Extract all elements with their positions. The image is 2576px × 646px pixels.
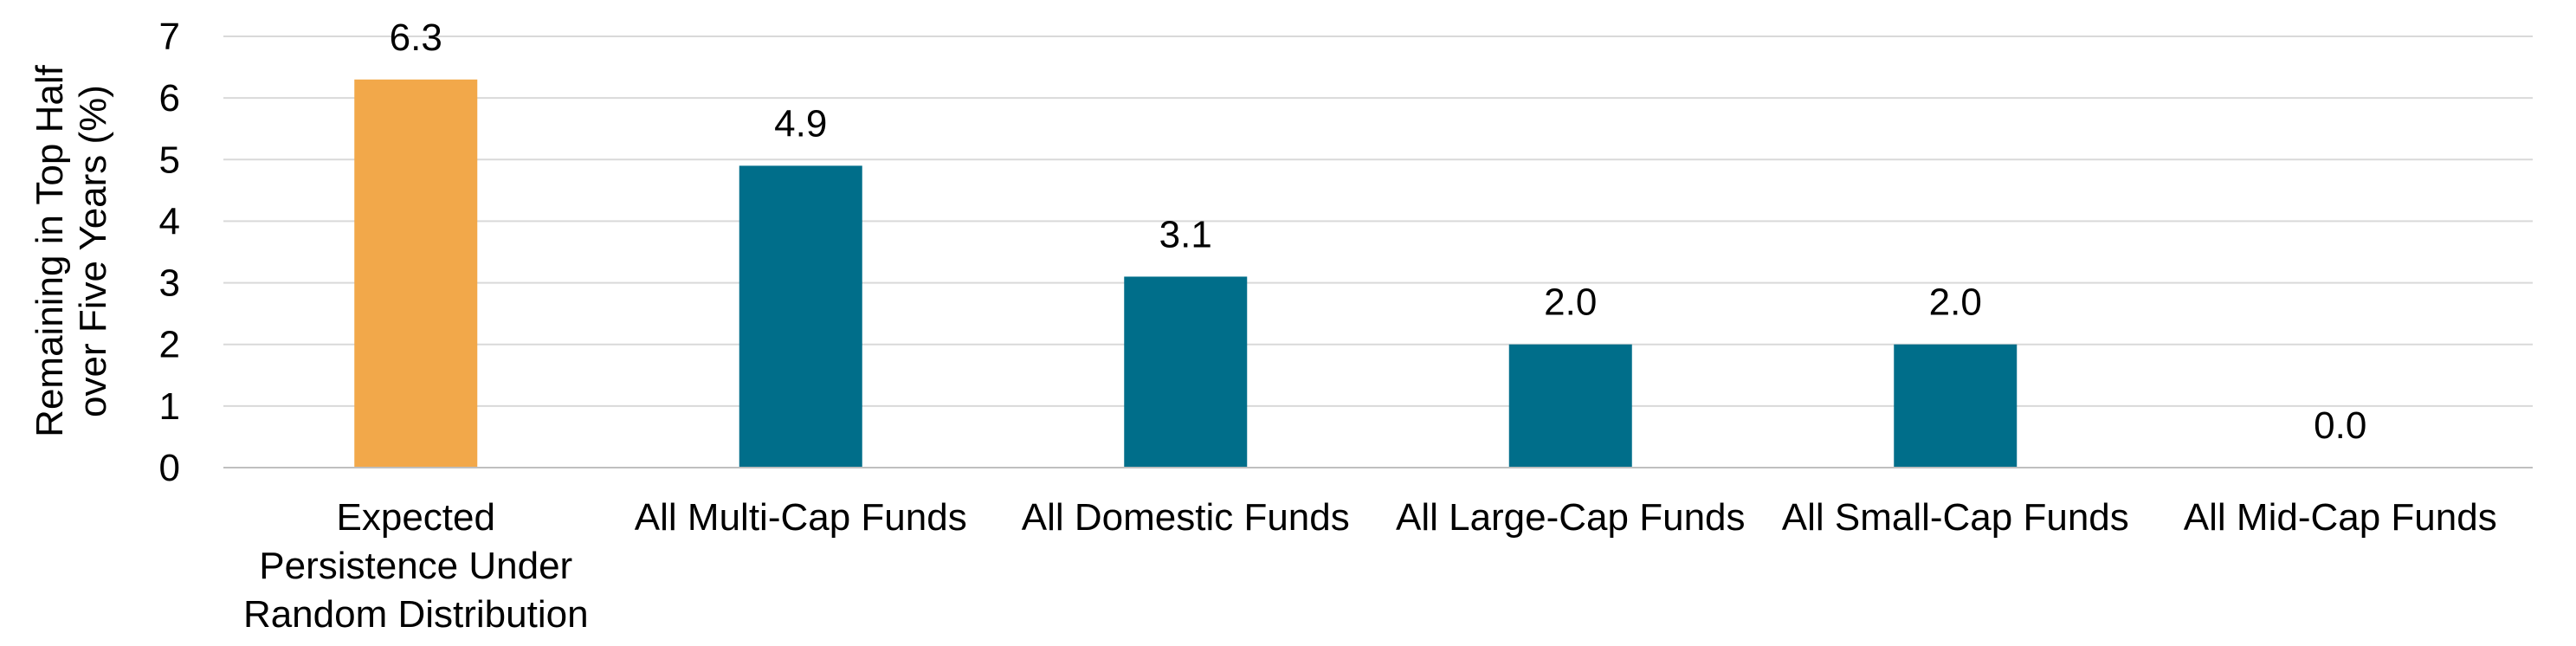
data-label: 2.0 — [1929, 281, 1982, 324]
data-label: 6.3 — [390, 16, 442, 59]
y-tick-label: 3 — [159, 262, 180, 305]
y-axis-ticks: 0 1 2 3 4 5 6 7 — [159, 16, 180, 489]
category-label: All Multi-Cap Funds — [635, 496, 967, 539]
bar — [1894, 344, 2018, 468]
bar — [1508, 344, 1632, 468]
bars — [354, 79, 2018, 468]
y-tick-label: 2 — [159, 324, 180, 366]
bar — [739, 165, 862, 468]
y-tick-label: 4 — [159, 200, 180, 242]
data-label: 0.0 — [2314, 404, 2366, 447]
category-labels: Expected Persistence Under Random Distribu… — [243, 496, 2497, 636]
data-label: 3.1 — [1159, 213, 1212, 255]
y-tick-label: 5 — [159, 139, 180, 181]
data-label: 4.9 — [774, 102, 827, 145]
bar — [1124, 276, 1248, 468]
y-tick-label: 0 — [159, 447, 180, 489]
category-label: All Small-Cap Funds — [1782, 496, 2129, 539]
gridlines — [223, 36, 2533, 407]
data-labels: 6.3 4.9 3.1 2.0 2.0 0.0 — [390, 16, 2367, 447]
category-label: All Domestic Funds — [1022, 496, 1350, 539]
bar — [354, 79, 478, 468]
category-label: Expected Persistence Under Random Distribu… — [243, 496, 589, 636]
y-tick-label: 7 — [159, 16, 180, 58]
category-label: All Large-Cap Funds — [1396, 496, 1746, 539]
data-label: 2.0 — [1544, 281, 1597, 324]
y-tick-label: 6 — [159, 77, 180, 120]
y-axis-title: Remaining in Top Halfover Five Years (%) — [29, 64, 114, 436]
y-tick-label: 1 — [159, 385, 180, 428]
category-label: All Mid-Cap Funds — [2184, 496, 2497, 539]
